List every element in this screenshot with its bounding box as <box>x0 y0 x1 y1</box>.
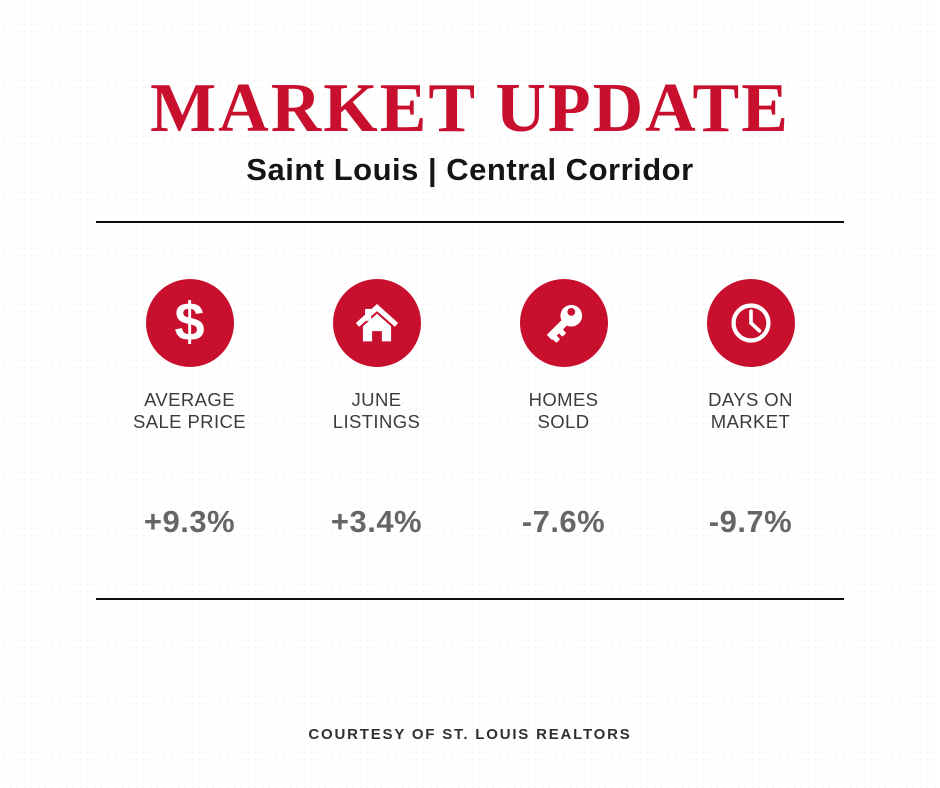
stat-average-sale-price: $ AVERAGE SALE PRICE +9.3% <box>96 279 283 540</box>
dollar-glyph: $ <box>174 292 205 352</box>
stat-value: -7.6% <box>521 504 606 540</box>
stat-homes-sold: HOMES SOLD -7.6% <box>470 279 657 540</box>
stat-value: -9.7% <box>708 504 793 540</box>
stat-label: JUNE LISTINGS <box>332 389 421 433</box>
stat-days-on-market: DAYS ON MARKET -9.7% <box>657 279 844 540</box>
page-subtitle: Saint Louis | Central Corridor <box>246 152 694 187</box>
stat-june-listings: JUNE LISTINGS +3.4% <box>283 279 470 540</box>
page-title: MARKET UPDATE <box>150 70 790 147</box>
stat-value: +3.4% <box>330 504 423 540</box>
clock-icon <box>706 279 795 367</box>
stats-row: $ AVERAGE SALE PRICE +9.3% JUNE LISTINGS… <box>96 279 844 540</box>
top-divider <box>96 221 844 223</box>
market-update-card: MARKET UPDATE Saint Louis | Central Corr… <box>96 0 844 743</box>
bottom-divider <box>96 598 844 601</box>
footer-credit: COURTESY OF ST. LOUIS REALTORS <box>308 726 632 744</box>
stat-label: AVERAGE SALE PRICE <box>133 389 246 433</box>
house-icon <box>332 279 421 367</box>
stat-value: +9.3% <box>143 504 236 540</box>
key-icon <box>519 279 608 367</box>
stat-label: DAYS ON MARKET <box>708 389 793 433</box>
stat-label: HOMES SOLD <box>528 389 599 433</box>
dollar-icon: $ <box>145 279 234 367</box>
